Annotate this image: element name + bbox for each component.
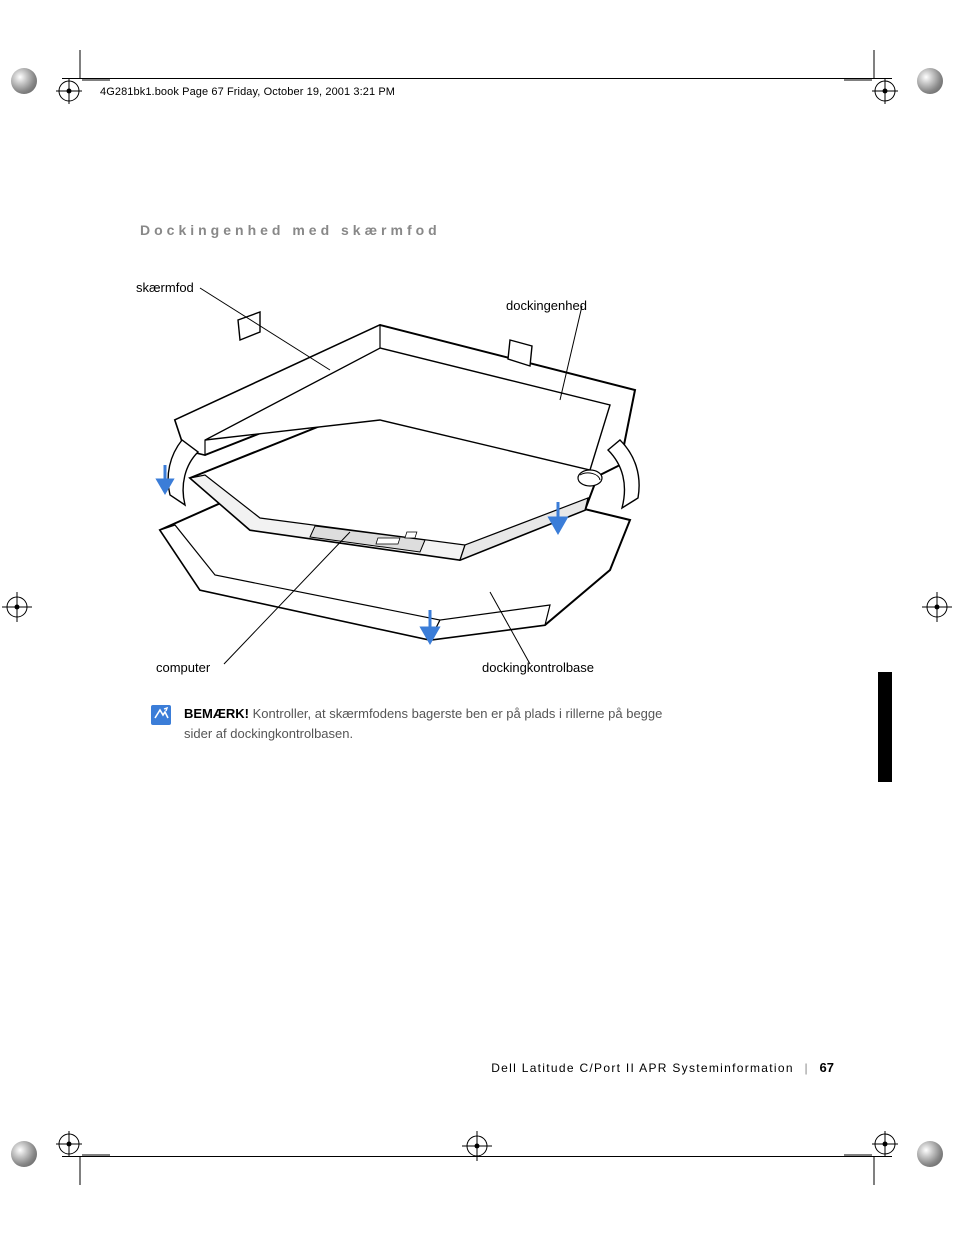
label-computer: computer — [156, 660, 210, 675]
thumb-tab — [878, 672, 892, 782]
section-title: Dockingenhed med skærmfod — [140, 222, 441, 238]
running-header: 4G281bk1.book Page 67 Friday, October 19… — [100, 86, 395, 98]
note-text: BEMÆRK! Kontroller, at skærmfodens bager… — [184, 704, 690, 743]
registration-mark-right — [920, 590, 954, 624]
note-icon — [150, 704, 172, 726]
note-block: BEMÆRK! Kontroller, at skærmfodens bager… — [150, 704, 690, 743]
label-dockingenhed: dockingenhed — [506, 298, 587, 313]
note-body: Kontroller, at skærmfodens bagerste ben … — [184, 706, 662, 741]
docking-diagram: skærmfod dockingenhed computer dockingko… — [130, 270, 670, 690]
sphere-decoration — [917, 1141, 943, 1167]
footer-separator: | — [804, 1061, 808, 1075]
note-bold: BEMÆRK! — [184, 706, 249, 721]
sphere-decoration — [11, 1141, 37, 1167]
footer-title: Dell Latitude C/Port II APR Systeminform… — [491, 1061, 794, 1075]
footer: Dell Latitude C/Port II APR Systeminform… — [491, 1060, 834, 1075]
label-skaermfod: skærmfod — [136, 280, 194, 295]
sphere-decoration — [11, 68, 37, 94]
page-number: 67 — [820, 1060, 834, 1075]
sphere-decoration — [917, 68, 943, 94]
registration-mark-left — [0, 590, 34, 624]
label-dockingkontrolbase: dockingkontrolbase — [482, 660, 594, 675]
